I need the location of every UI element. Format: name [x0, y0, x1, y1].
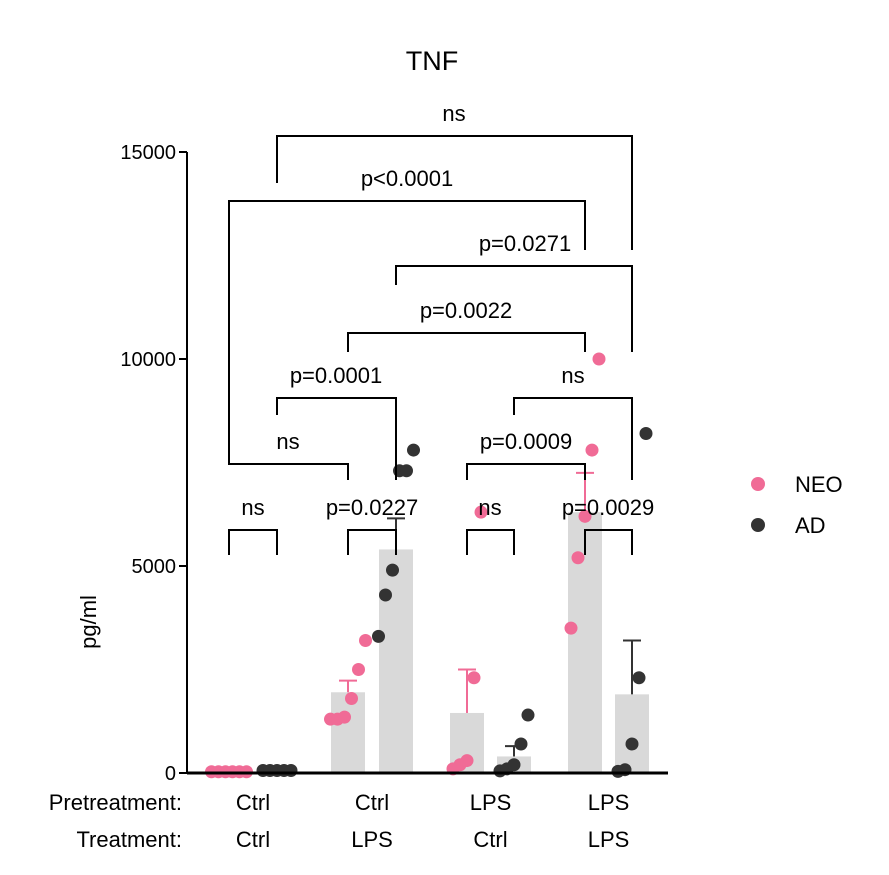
group-pretreatment-label: LPS — [470, 790, 512, 815]
data-point-ad — [514, 737, 528, 751]
comparison-label: p=0.0029 — [562, 495, 654, 520]
group-pretreatment-label: LPS — [588, 790, 630, 815]
comparison-bracket — [347, 332, 586, 352]
comparison-bracket — [228, 529, 278, 555]
comparisons-layer: ns p=0.0227 ns p=0.0029 ns p=0.0009 p=0.0001 ns… — [228, 101, 654, 555]
legend-label-neo: NEO — [795, 472, 843, 497]
comparison-bracket — [276, 135, 633, 250]
data-point-ad — [386, 563, 399, 577]
comparison-label: ns — [276, 429, 299, 454]
comparison-bracket — [466, 529, 515, 555]
data-point-ad — [632, 671, 646, 685]
comparison-label: ns — [442, 101, 465, 126]
legend-label-ad: AD — [795, 513, 826, 538]
bar-ad-1 — [379, 549, 413, 773]
group-treatment-label: Ctrl — [473, 827, 507, 852]
comparison-label: ns — [478, 495, 501, 520]
legend-marker-ad — [751, 518, 765, 532]
comparison-label: p<0.0001 — [361, 166, 453, 191]
comparison-label: ns — [561, 363, 584, 388]
bar-neo-1 — [331, 692, 365, 773]
y-tick-label: 0 — [165, 763, 176, 785]
legend: NEO AD — [751, 472, 843, 538]
bar-ad-3 — [615, 694, 649, 773]
row-label-pretreatment: Pretreatment: — [49, 790, 182, 815]
comparison-bracket — [466, 463, 586, 480]
comparison-bracket — [347, 529, 397, 555]
data-point-ad — [407, 443, 420, 457]
comparison-label: p=0.0227 — [326, 495, 418, 520]
data-point-ad — [400, 464, 413, 478]
data-point-ad — [284, 764, 298, 778]
row-label-treatment: Treatment: — [76, 827, 182, 852]
data-point-neo — [467, 671, 481, 685]
legend-marker-neo — [751, 477, 765, 491]
y-axis-label: pg/ml — [76, 595, 101, 649]
y-tick-label: 5000 — [132, 556, 177, 578]
data-point-neo — [578, 509, 592, 523]
data-point-neo — [585, 443, 599, 457]
comparison-label: p=0.0001 — [290, 363, 382, 388]
comparison-label: p=0.0022 — [420, 298, 512, 323]
data-point-ad — [625, 737, 639, 751]
group-treatment-label: LPS — [588, 827, 630, 852]
y-tick-label: 15000 — [120, 142, 176, 164]
data-point-neo — [564, 621, 578, 635]
data-point-neo — [460, 754, 474, 768]
comparison-label: p=0.0009 — [480, 429, 572, 454]
data-point-neo — [338, 710, 351, 724]
data-point-ad — [372, 629, 385, 643]
y-tick-label: 10000 — [120, 349, 176, 371]
data-point-neo — [359, 634, 372, 648]
x-group-labels: Pretreatment: Treatment: Ctrl Ctrl Ctrl LPS LP… — [49, 790, 630, 852]
data-point-ad — [507, 758, 521, 772]
data-point-neo — [474, 505, 488, 519]
data-point-neo — [592, 352, 606, 366]
data-point-ad — [379, 588, 392, 602]
group-treatment-label: Ctrl — [236, 827, 270, 852]
comparison-bracket — [276, 397, 397, 480]
chart-title: TNF — [406, 46, 458, 76]
comparison-bracket — [395, 265, 633, 352]
group-pretreatment-label: Ctrl — [236, 790, 270, 815]
data-point-ad — [639, 427, 653, 441]
comparison-label: p=0.0271 — [479, 231, 571, 256]
group-pretreatment-label: Ctrl — [355, 790, 389, 815]
comparison-bracket — [513, 397, 633, 480]
comparison-label: ns — [241, 495, 264, 520]
axes-layer: 0 5000 10000 15000 — [120, 142, 668, 785]
comparison-bracket — [228, 446, 349, 480]
group-treatment-label: LPS — [351, 827, 393, 852]
data-point-ad — [521, 708, 535, 722]
data-point-neo — [345, 691, 358, 705]
data-point-neo — [352, 663, 365, 676]
comparison-bracket — [584, 529, 633, 555]
comparison-bracket — [228, 200, 586, 446]
data-point-neo — [571, 551, 585, 565]
